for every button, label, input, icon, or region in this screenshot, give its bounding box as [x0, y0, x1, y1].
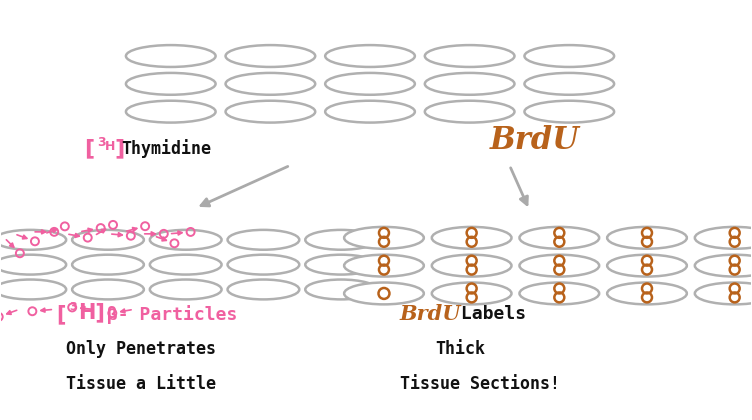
Ellipse shape: [228, 280, 299, 299]
Ellipse shape: [228, 255, 299, 275]
Text: H: H: [105, 140, 115, 153]
Ellipse shape: [344, 227, 424, 249]
Text: Tissue a Little: Tissue a Little: [66, 375, 216, 393]
Ellipse shape: [520, 227, 599, 249]
Text: Thymidine: Thymidine: [121, 139, 211, 158]
Ellipse shape: [226, 45, 315, 67]
Ellipse shape: [520, 283, 599, 304]
Text: [: [: [56, 304, 65, 324]
Ellipse shape: [524, 45, 614, 67]
Ellipse shape: [150, 255, 222, 275]
Ellipse shape: [226, 101, 315, 123]
Text: Tissue Sections!: Tissue Sections!: [400, 375, 560, 393]
Ellipse shape: [432, 283, 511, 304]
Ellipse shape: [325, 101, 415, 123]
Ellipse shape: [695, 227, 752, 249]
Text: ]: ]: [114, 139, 124, 158]
Text: H]: H]: [78, 302, 105, 322]
Text: Thick: Thick: [435, 340, 485, 358]
Ellipse shape: [425, 101, 514, 123]
Ellipse shape: [126, 73, 216, 95]
Ellipse shape: [695, 283, 752, 304]
Ellipse shape: [695, 255, 752, 276]
Ellipse shape: [524, 101, 614, 123]
Ellipse shape: [325, 45, 415, 67]
Ellipse shape: [344, 255, 424, 276]
Ellipse shape: [150, 280, 222, 299]
Ellipse shape: [425, 45, 514, 67]
Text: Labels: Labels: [450, 305, 526, 323]
Ellipse shape: [72, 230, 144, 250]
Text: BrdU: BrdU: [400, 304, 462, 324]
Ellipse shape: [305, 255, 377, 275]
Text: 3: 3: [69, 302, 77, 312]
Ellipse shape: [520, 255, 599, 276]
Ellipse shape: [305, 280, 377, 299]
Ellipse shape: [226, 73, 315, 95]
Ellipse shape: [607, 227, 687, 249]
Ellipse shape: [0, 255, 66, 275]
Text: BrdU: BrdU: [490, 125, 580, 156]
Ellipse shape: [305, 230, 377, 250]
Text: 3: 3: [97, 136, 106, 149]
Ellipse shape: [0, 280, 66, 299]
Ellipse shape: [228, 230, 299, 250]
Ellipse shape: [126, 45, 216, 67]
Text: Only Penetrates: Only Penetrates: [66, 340, 216, 358]
Text: [: [: [84, 139, 94, 158]
Ellipse shape: [72, 255, 144, 275]
Ellipse shape: [344, 283, 424, 304]
Ellipse shape: [524, 73, 614, 95]
Text: β- Particles: β- Particles: [96, 305, 238, 324]
Ellipse shape: [425, 73, 514, 95]
Ellipse shape: [432, 227, 511, 249]
Ellipse shape: [0, 230, 66, 250]
Ellipse shape: [126, 101, 216, 123]
Ellipse shape: [432, 255, 511, 276]
Ellipse shape: [325, 73, 415, 95]
Ellipse shape: [607, 283, 687, 304]
Ellipse shape: [72, 280, 144, 299]
Ellipse shape: [150, 230, 222, 250]
Ellipse shape: [607, 255, 687, 276]
